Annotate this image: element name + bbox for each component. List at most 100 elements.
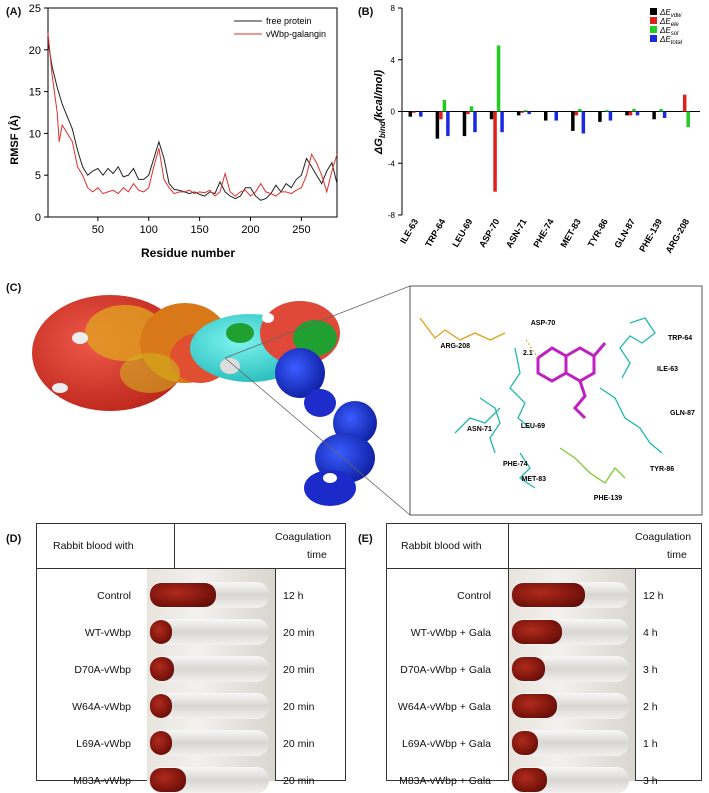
energy-bar — [598, 112, 602, 122]
table-row-time: 3 h — [643, 664, 658, 676]
table-row-time: 3 h — [643, 775, 658, 787]
energy-bar — [555, 112, 559, 121]
panel-label-e: (E) — [358, 533, 373, 545]
table-row-time: 20 min — [283, 664, 315, 676]
table-row-label: D70A-vWbp — [74, 664, 131, 676]
energy-bar — [436, 112, 440, 139]
energy-legend-swatch — [650, 17, 657, 24]
energy-bar — [578, 109, 582, 112]
energy-bar — [527, 112, 531, 115]
energy-bar — [439, 112, 443, 120]
blood-clot — [512, 694, 557, 718]
energy-bar — [636, 112, 640, 116]
blood-clot — [150, 657, 174, 681]
table-row-label: Control — [97, 590, 131, 602]
residue-label: MET-83 — [521, 476, 546, 483]
energy-bar — [605, 110, 609, 111]
rmsf-legend-gala: vWbp-galangin — [266, 29, 326, 39]
rmsf-series-line-0 — [48, 41, 337, 200]
rmsf-x-tick-label: 150 — [190, 224, 208, 236]
interaction-inset-box — [410, 286, 702, 515]
residue-label: 2.1 — [523, 350, 533, 357]
rmsf-x-axis-label: Residue number — [141, 246, 235, 260]
energy-y-tick-label: -8 — [388, 211, 396, 220]
energy-bar — [575, 112, 579, 116]
energy-bar — [412, 112, 416, 113]
blood-clot — [512, 657, 545, 681]
energy-x-tick-label: LEU-69 — [450, 217, 474, 249]
energy-bar — [409, 112, 413, 117]
energy-bar — [493, 112, 497, 192]
rmsf-x-tick-label: 200 — [241, 224, 259, 236]
energy-x-tick-label: ASP-70 — [477, 217, 501, 249]
residue-label: ARG-208 — [440, 343, 470, 350]
table-e-header-right-2: time — [667, 549, 687, 561]
energy-x-tick-label: GLN-87 — [612, 217, 637, 250]
energy-bar — [663, 112, 667, 118]
energy-bar — [571, 112, 575, 131]
energy-y-tick-label: -4 — [388, 159, 396, 168]
energy-y-tick-label: 4 — [391, 56, 396, 65]
energy-bar — [490, 112, 494, 120]
energy-bar — [470, 106, 474, 111]
energy-x-tick-label: PHE-74 — [531, 217, 555, 249]
energy-y-tick-label: 8 — [391, 4, 396, 13]
protein-surface — [32, 295, 377, 506]
energy-bar — [524, 110, 528, 111]
coagulation-table-e: Rabbit blood with Coagulation time Contr… — [386, 523, 702, 781]
energy-x-tick-label: ILE-63 — [398, 217, 420, 245]
energy-bar — [463, 112, 467, 137]
rmsf-x-tick-label: 100 — [140, 224, 158, 236]
energy-bar — [659, 109, 663, 112]
table-d-header-left: Rabbit blood with — [53, 540, 134, 552]
energy-x-tick-label: ARG-208 — [664, 217, 692, 255]
energy-bar — [629, 112, 633, 116]
energy-bar — [652, 112, 656, 120]
table-e-header-left: Rabbit blood with — [401, 540, 482, 552]
energy-x-tick-label: MET-83 — [558, 217, 582, 249]
rmsf-x-tick-label: 50 — [92, 224, 104, 236]
table-row-label: D70A-vWbp + Gala — [400, 664, 491, 676]
residue-label: GLN-87 — [670, 410, 695, 417]
table-row-time: 20 min — [283, 627, 315, 639]
residue-label: PHE-139 — [594, 495, 623, 502]
blood-clot — [512, 620, 562, 644]
residue-label: TYR-86 — [650, 466, 674, 473]
energy-bar — [500, 112, 504, 133]
energy-x-tick-label: TRP-64 — [423, 217, 447, 249]
table-e-header-right-1: Coagulation — [635, 531, 691, 543]
energy-bar — [473, 112, 477, 133]
table-row-time: 12 h — [643, 590, 663, 602]
residue-label: ASP-70 — [531, 320, 556, 327]
energy-y-axis-label: ΔGbind(kcal/mol) — [373, 70, 387, 156]
blood-clot — [512, 731, 538, 755]
table-row-time: 1 h — [643, 738, 658, 750]
table-row-label: Control — [457, 590, 491, 602]
rmsf-y-tick-label: 10 — [29, 128, 41, 140]
energy-bar — [625, 112, 629, 116]
table-row-label: WT-vWbp — [85, 627, 131, 639]
residue-label: ASN-71 — [467, 426, 492, 433]
blood-clot — [150, 694, 172, 718]
rmsf-y-axis-label: RMSF (Å) — [8, 115, 21, 165]
table-row-label: W64A-vWbp + Gala — [398, 701, 491, 713]
energy-bar — [466, 112, 470, 115]
table-row-time: 2 h — [643, 701, 658, 713]
table-row-label: M83A-vWbp + Gala — [399, 775, 491, 787]
energy-bar — [544, 112, 548, 121]
table-row-label: W64A-vWbp — [72, 701, 131, 713]
energy-y-tick-label: 0 — [391, 108, 396, 117]
table-row-label: L69A-vWbp + Gala — [402, 738, 491, 750]
blood-clot — [150, 768, 186, 792]
coagulation-table-d: Rabbit blood with Coagulation time Contr… — [36, 523, 346, 781]
rmsf-y-tick-label: 0 — [35, 212, 41, 224]
table-d-header-right-1: Coagulation — [275, 531, 331, 543]
molecular-structure-figure: ARG-208ASP-702.1TRP-64ILE-63GLN-87ASN-71… — [0, 278, 709, 523]
rmsf-legend-free: free protein — [266, 16, 312, 26]
rmsf-y-tick-label: 20 — [29, 45, 41, 57]
rmsf-y-tick-label: 25 — [29, 3, 41, 15]
table-row-label: L69A-vWbp — [76, 738, 131, 750]
panel-label-d: (D) — [6, 533, 21, 545]
